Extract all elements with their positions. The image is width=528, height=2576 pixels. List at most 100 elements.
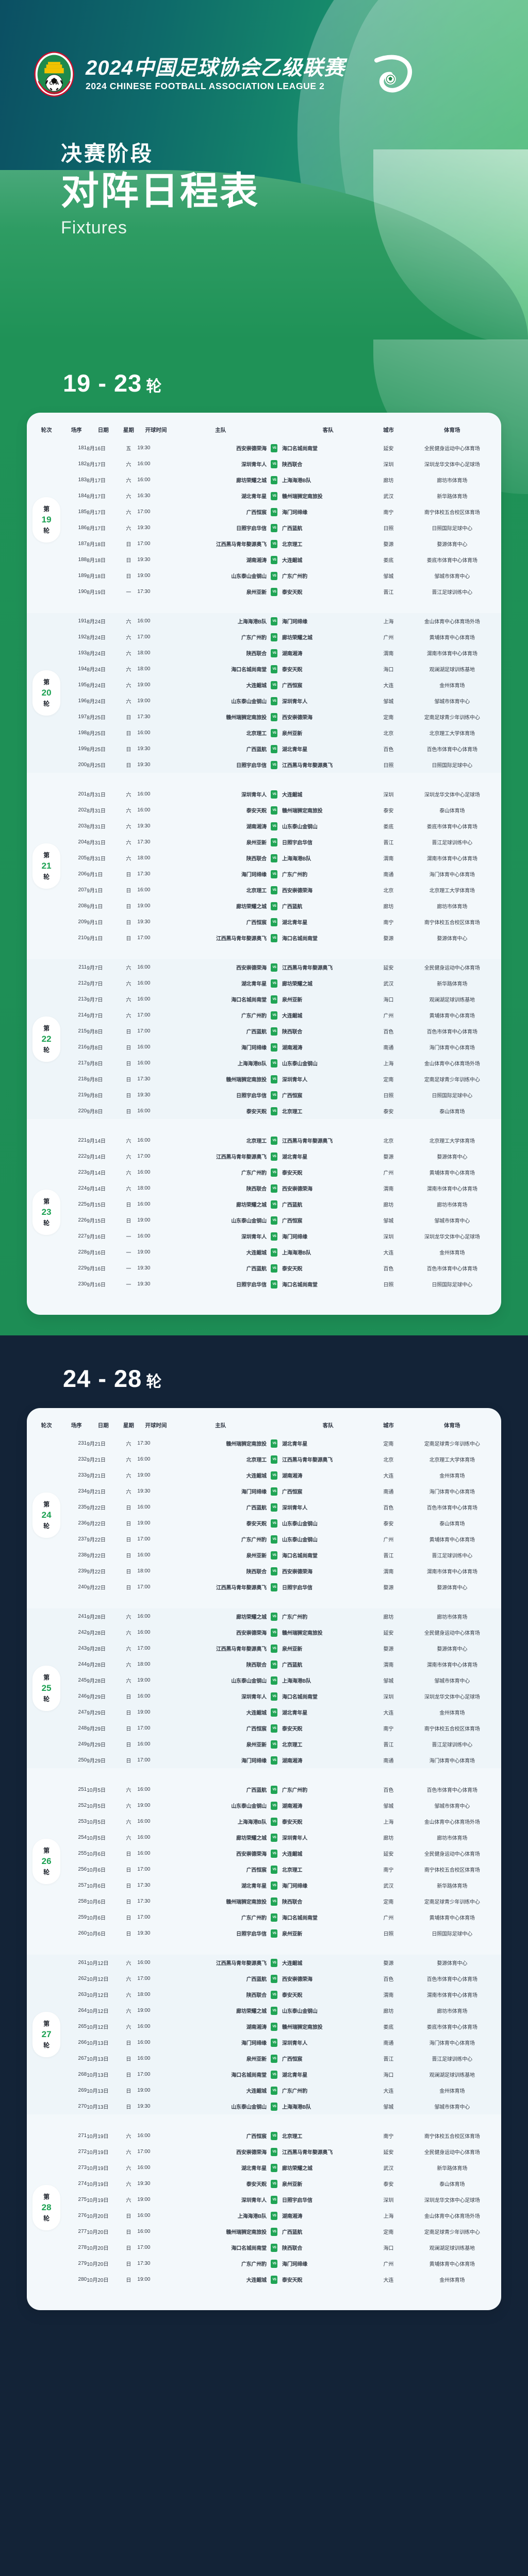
table-row[interactable]: 234 9月21日六 19:30 海门珂缔缘 VS 广西恒宸 南通 海门体育中心体育场 <box>27 1483 501 1499</box>
table-row[interactable]: 209 9月1日日 19:30 广西恒宸 VS 湖北青年星 南宁 南宁体校五合校区体育场 <box>27 914 501 930</box>
table-row[interactable]: 249 9月29日日 16:00 泉州亚新 VS 北京理工 晋江 晋江足球训练中心 <box>27 1736 501 1752</box>
table-row[interactable]: 270 10月13日日 19:30 山东泰山金钢山 VS 上海海港B队 邹城 邹城市体育中心 <box>27 2098 501 2114</box>
table-row[interactable]: 274 10月19日六 19:30 泰安天贶 VS 泉州亚新 泰安 泰山体育场 <box>27 2176 501 2192</box>
table-row[interactable]: 236 9月22日日 19:00 泰安天贶 VS 山东泰山金钢山 泰安 泰山体育场 <box>27 1515 501 1531</box>
table-row[interactable]: 184 8月17日六 16:30 湖北青年星 VS 赣州瑞狮定南旅投 武汉 新华路体育场 <box>27 488 501 504</box>
table-row[interactable]: 218 9月8日日 17:30 赣州瑞狮定南旅投 VS 深圳青年人 定南 定南足球青少年训练中… <box>27 1071 501 1087</box>
table-row[interactable]: 277 10月20日日 16:00 赣州瑞狮定南旅投 VS 广西蓝航 定南 定南足球青少年训练… <box>27 2224 501 2240</box>
table-row[interactable]: 267 10月13日日 16:00 泉州亚新 VS 广西恒宸 晋江 晋江足球训练中心 <box>27 2050 501 2066</box>
table-row[interactable]: 246 9月29日日 16:00 深圳青年人 VS 海口名城尚南堂 深圳 深圳龙华文体中心足球… <box>27 1688 501 1704</box>
table-row[interactable]: 263 10月12日六 18:00 陕西联合 VS 泰安天贶 渭南 渭南市体育中心体育场 <box>27 1987 501 2003</box>
table-row[interactable]: 195 8月24日六 19:00 大连鲲城 VS 广西恒宸 大连 金州体育场 <box>27 677 501 693</box>
table-row[interactable]: 279 10月20日日 17:30 广东广州豹 VS 海门珂缔缘 广州 黄埔体育中心体育场 <box>27 2256 501 2272</box>
table-row[interactable]: 205 8月31日六 18:00 陕西联合 VS 上海海港B队 渭南 渭南市体育中心体育场 <box>27 850 501 866</box>
table-row[interactable]: 206 9月1日日 17:30 海门珂缔缘 VS 广东广州豹 南通 海门体育中心体育场 <box>27 866 501 882</box>
table-row[interactable]: 196 8月24日六 19:00 山东泰山金钢山 VS 深圳青年人 邹城 邹城市体育中心 <box>27 693 501 709</box>
table-row[interactable]: 197 8月25日日 17:30 赣州瑞狮定南旅投 VS 西安崇德荣海 定南 定南足球青少年训… <box>27 709 501 725</box>
table-row[interactable]: 214 9月7日六 17:00 广东广州豹 VS 大连鲲城 广州 黄埔体育中心体育场 <box>27 1007 501 1023</box>
table-row[interactable]: 273 10月19日六 16:00 湖北青年星 VS 廊坊荣耀之城 武汉 新华路体育场 <box>27 2160 501 2176</box>
table-row[interactable]: 230 9月16日一 19:30 日照宇启华信 VS 海口名城尚南堂 日照 日照国际足球中心 <box>27 1276 501 1292</box>
table-row[interactable]: 217 9月8日日 16:00 上海海港B队 VS 山东泰山金钢山 上海 金山体育中心体育场外… <box>27 1055 501 1071</box>
table-row[interactable]: 248 9月29日日 17:00 广西恒宸 VS 泰安天贶 南宁 南宁体校五合校区体育场 <box>27 1720 501 1736</box>
table-row[interactable]: 190 8月19日一 17:30 泉州亚新 VS 泰安天贶 晋江 晋江足球训练中心 <box>27 584 501 600</box>
table-row[interactable]: 264 10月12日六 19:00 廊坊荣耀之城 VS 山东泰山金钢山 廊坊 廊坊市体育场 <box>27 2003 501 2019</box>
table-row[interactable]: 202 8月31日六 16:00 泰安天贶 VS 赣州瑞狮定南旅投 泰安 泰山体育场 <box>27 802 501 818</box>
table-row[interactable]: 258 10月6日日 17:30 赣州瑞狮定南旅投 VS 陕西联合 定南 定南足球青少年训练中… <box>27 1893 501 1909</box>
table-row[interactable]: 199 8月25日日 19:30 广西蓝航 VS 湖北青年星 百色 百色市体育中心体育场 <box>27 741 501 757</box>
table-row[interactable]: 229 9月16日一 19:30 广西蓝航 VS 泰安天贶 百色 百色市体育中心体育场 <box>27 1260 501 1276</box>
table-row[interactable]: 254 10月5日六 16:00 廊坊荣耀之城 VS 深圳青年人 廊坊 廊坊市体育场 <box>27 1829 501 1845</box>
table-row[interactable]: 242 9月28日六 16:00 西安崇德荣海 VS 赣州瑞狮定南旅投 延安 全民健身运动中心… <box>27 1624 501 1640</box>
table-row[interactable]: 252 10月5日六 19:00 山东泰山金钢山 VS 湖南湘涛 邹城 邹城市体育中心 <box>27 1798 501 1814</box>
table-row[interactable]: 266 10月13日日 16:00 海门珂缔缘 VS 深圳青年人 南通 海门体育中心体育场 <box>27 2035 501 2050</box>
table-row[interactable]: 245 9月28日六 19:00 山东泰山金钢山 VS 上海海港B队 邹城 邹城市体育中心 <box>27 1672 501 1688</box>
table-row[interactable]: 227 9月16日一 16:00 深圳青年人 VS 海门珂缔缘 深圳 深圳龙华文体中心足球场 <box>27 1228 501 1244</box>
table-row[interactable]: 187 8月18日日 17:00 江西黑马青年婺源奥飞 VS 北京理工 婺源 婺源体育中心 <box>27 536 501 552</box>
table-row[interactable]: 189 8月18日日 19:00 山东泰山金钢山 VS 广东广州豹 邹城 邹城市体育中心 <box>27 568 501 584</box>
table-row[interactable]: 276 10月20日日 16:00 上海海港B队 VS 湖南湘涛 上海 金山体育中心体育场外场 <box>27 2208 501 2224</box>
table-row[interactable]: 226 9月15日日 19:00 山东泰山金钢山 VS 广西恒宸 邹城 邹城市体育中心 <box>27 1212 501 1228</box>
table-row[interactable]: 215 9月8日日 17:00 广西蓝航 VS 陕西联合 百色 百色市体育中心体育场 <box>27 1023 501 1039</box>
table-row[interactable]: 222 9月14日六 17:00 江西黑马青年婺源奥飞 VS 湖北青年星 婺源 婺源体育中心 <box>27 1148 501 1164</box>
table-row[interactable]: 200 8月25日日 19:30 日照宇启华信 VS 江西黑马青年婺源奥飞 日照 日照国际足球… <box>27 757 501 773</box>
table-row[interactable]: 238 9月22日日 16:00 泉州亚新 VS 海口名城尚南堂 晋江 晋江足球训练中心 <box>27 1547 501 1563</box>
table-row[interactable]: 259 10月6日日 17:00 广东广州豹 VS 海口名城尚南堂 广州 黄埔体育中心体育场 <box>27 1909 501 1925</box>
table-row[interactable]: 183 8月17日六 16:00 廊坊荣耀之城 VS 上海海港B队 廊坊 廊坊市体育场 <box>27 472 501 488</box>
table-row[interactable]: 第 24 轮 231 9月21日六 17:30 赣州瑞狮定南旅投 VS 湖北青年星 定南 定南足球青… <box>27 1435 501 1595</box>
table-row[interactable]: 第 19 轮 181 8月16日五 19:30 西安崇德荣海 VS 海口名城尚南堂 延安 全民健身运… <box>27 440 501 600</box>
table-row[interactable]: 第 28 轮 271 10月19日六 16:00 广西恒宸 VS 北京理工 南宁 南宁体校五合校区体… <box>27 2128 501 2287</box>
table-row[interactable]: 219 9月8日日 19:30 日照宇启华信 VS 广西恒宸 日照 日照国际足球中心 <box>27 1087 501 1103</box>
table-row[interactable]: 278 10月20日日 17:00 海口名城尚南堂 VS 陕西联合 海口 观澜湖足球训练基地 <box>27 2240 501 2256</box>
table-row[interactable]: 228 9月16日一 19:00 大连鲲城 VS 上海海港B队 大连 金州体育场 <box>27 1244 501 1260</box>
table-row[interactable]: 268 10月13日日 17:00 海口名城尚南堂 VS 湖北青年星 海口 观澜湖足球训练基地 <box>27 2066 501 2082</box>
table-row[interactable]: 244 9月28日六 18:00 陕西联合 VS 广西蓝航 渭南 渭南市体育中心体育场 <box>27 1656 501 1672</box>
table-row[interactable]: 255 10月6日日 16:00 西安崇德荣海 VS 大连鲲城 延安 全民健身运动中心体育场 <box>27 1845 501 1861</box>
table-row[interactable]: 216 9月8日日 16:00 海门珂缔缘 VS 湖南湘涛 南通 海门体育中心体育场 <box>27 1039 501 1055</box>
table-row[interactable]: 第 22 轮 211 9月7日六 16:00 西安崇德荣海 VS 江西黑马青年婺源奥飞 延安 全民健… <box>27 959 501 1119</box>
table-row[interactable]: 186 8月17日六 19:30 日照宇启华信 VS 广西蓝航 日照 日照国际足球中心 <box>27 520 501 536</box>
table-row[interactable]: 260 10月6日日 19:30 日照宇启华信 VS 泉州亚新 日照 日照国际足球中心 <box>27 1925 501 1941</box>
table-row[interactable]: 250 9月29日日 17:00 海门珂缔缘 VS 湖南湘涛 南通 海门体育中心体育场 <box>27 1752 501 1768</box>
table-row[interactable]: 220 9月8日日 16:00 泰安天贶 VS 北京理工 泰安 泰山体育场 <box>27 1103 501 1119</box>
table-row[interactable]: 193 8月24日六 18:00 陕西联合 VS 湖南湘涛 渭南 渭南市体育中心体育场 <box>27 645 501 661</box>
table-row[interactable]: 188 8月18日日 19:30 湖南湘涛 VS 大连鲲城 娄底 娄底市体育中心体育场 <box>27 552 501 568</box>
table-row[interactable]: 269 10月13日日 19:00 大连鲲城 VS 广东广州豹 大连 金州体育场 <box>27 2082 501 2098</box>
table-row[interactable]: 243 9月28日六 17:00 江西黑马青年婺源奥飞 VS 泉州亚新 婺源 婺源体育中心 <box>27 1640 501 1656</box>
table-row[interactable]: 237 9月22日日 17:00 广东广州豹 VS 山东泰山金钢山 广州 黄埔体育中心体育场 <box>27 1531 501 1547</box>
table-row[interactable]: 第 27 轮 261 10月12日六 16:00 江西黑马青年婺源奥飞 VS 大连鲲城 婺源 婺源体… <box>27 1955 501 2114</box>
table-row[interactable]: 239 9月22日日 18:00 陕西联合 VS 西安崇德荣海 渭南 渭南市体育中心体育场 <box>27 1563 501 1579</box>
table-row[interactable]: 257 10月6日日 17:30 湖北青年星 VS 海门珂缔缘 武汉 新华路体育场 <box>27 1877 501 1893</box>
table-row[interactable]: 247 9月29日日 19:00 大连鲲城 VS 湖北青年星 大连 金州体育场 <box>27 1704 501 1720</box>
table-row[interactable]: 210 9月1日日 17:00 江西黑马青年婺源奥飞 VS 海口名城尚南堂 婺源 婺源体育中心 <box>27 930 501 946</box>
table-row[interactable]: 262 10月12日六 17:00 广西蓝航 VS 西安崇德荣海 百色 百色市体育中心体育场 <box>27 1971 501 1987</box>
table-row[interactable]: 194 8月24日六 18:00 海口名城尚南堂 VS 泰安天贶 海口 观澜湖足球训练基地 <box>27 661 501 677</box>
table-row[interactable]: 235 9月22日日 16:00 广西蓝航 VS 深圳青年人 百色 百色市体育中心体育场 <box>27 1499 501 1515</box>
table-row[interactable]: 第 26 轮 251 10月5日六 16:00 广西蓝航 VS 广东广州豹 百色 百色市体育中心体育… <box>27 1782 501 1941</box>
table-row[interactable]: 225 9月15日日 16:00 廊坊荣耀之城 VS 广西蓝航 廊坊 廊坊市体育场 <box>27 1196 501 1212</box>
table-row[interactable]: 224 9月14日六 18:00 陕西联合 VS 西安崇德荣海 渭南 渭南市体育中心体育场 <box>27 1180 501 1196</box>
table-row[interactable]: 240 9月22日日 17:00 江西黑马青年婺源奥飞 VS 日照宇启华信 婺源 婺源体育中心 <box>27 1579 501 1595</box>
table-row[interactable]: 272 10月19日六 17:00 西安崇德荣海 VS 江西黑马青年婺源奥飞 延安 全民健身运… <box>27 2144 501 2160</box>
table-row[interactable]: 212 9月7日六 16:00 湖北青年星 VS 廊坊荣耀之城 武汉 新华路体育场 <box>27 975 501 991</box>
table-row[interactable]: 第 21 轮 201 8月31日六 16:00 深圳青年人 VS 大连鲲城 深圳 深圳龙华文体中心足… <box>27 786 501 946</box>
table-row[interactable]: 253 10月5日六 16:00 上海海港B队 VS 泰安天贶 上海 金山体育中心体育场外场 <box>27 1814 501 1829</box>
table-row[interactable]: 232 9月21日六 16:00 北京理工 VS 江西黑马青年婺源奥飞 北京 北京理工大学体育… <box>27 1451 501 1467</box>
table-row[interactable]: 第 23 轮 221 9月14日六 16:00 北京理工 VS 江西黑马青年婺源奥飞 北京 北京理工… <box>27 1132 501 1292</box>
table-row[interactable]: 185 8月17日六 17:00 广西恒宸 VS 海门珂缔缘 南宁 南宁体校五合校区体育场 <box>27 504 501 520</box>
table-row[interactable]: 280 10月20日日 19:00 大连鲲城 VS 泰安天贶 大连 金州体育场 <box>27 2272 501 2287</box>
table-row[interactable]: 233 9月21日六 19:00 大连鲲城 VS 湖南湘涛 大连 金州体育场 <box>27 1467 501 1483</box>
table-row[interactable]: 192 8月24日六 17:00 广东广州豹 VS 廊坊荣耀之城 广州 黄埔体育中心体育场 <box>27 629 501 645</box>
table-row[interactable]: 213 9月7日六 16:00 海口名城尚南堂 VS 泉州亚新 海口 观澜湖足球训练基地 <box>27 991 501 1007</box>
table-row[interactable]: 204 8月31日六 17:30 泉州亚新 VS 日照宇启华信 晋江 晋江足球训练中心 <box>27 834 501 850</box>
table-row[interactable]: 182 8月17日六 16:00 深圳青年人 VS 陕西联合 深圳 深圳龙华文体中心足球场 <box>27 456 501 472</box>
table-row[interactable]: 265 10月12日六 16:00 湖南湘涛 VS 赣州瑞狮定南旅投 娄底 娄底市体育中心体育… <box>27 2019 501 2035</box>
table-row[interactable]: 207 9月1日日 16:00 北京理工 VS 西安崇德荣海 北京 北京理工大学体育场 <box>27 882 501 898</box>
table-row[interactable]: 第 25 轮 241 9月28日六 16:00 廊坊荣耀之城 VS 广东广州豹 廊坊 廊坊市体育场 <box>27 1608 501 1768</box>
table-row[interactable]: 203 8月31日六 19:30 湖南湘涛 VS 山东泰山金钢山 娄底 娄底市体育中心体育场 <box>27 818 501 834</box>
table-row[interactable]: 223 9月14日六 16:00 广东广州豹 VS 泰安天贶 广州 黄埔体育中心体育场 <box>27 1164 501 1180</box>
table-row[interactable]: 208 9月1日日 19:00 廊坊荣耀之城 VS 广西蓝航 廊坊 廊坊市体育场 <box>27 898 501 914</box>
table-row[interactable]: 275 10月19日六 19:00 深圳青年人 VS 日照宇启华信 深圳 深圳龙华文体中心足球… <box>27 2192 501 2208</box>
table-row[interactable]: 198 8月25日日 16:00 北京理工 VS 泉州亚新 北京 北京理工大学体育场 <box>27 725 501 741</box>
table-row[interactable]: 256 10月6日日 17:00 广西恒宸 VS 北京理工 南宁 南宁体校五合校区体育场 <box>27 1861 501 1877</box>
table-row[interactable]: 第 20 轮 191 8月24日六 16:00 上海海港B队 VS 海门珂缔缘 上海 金山体育中心体… <box>27 613 501 773</box>
